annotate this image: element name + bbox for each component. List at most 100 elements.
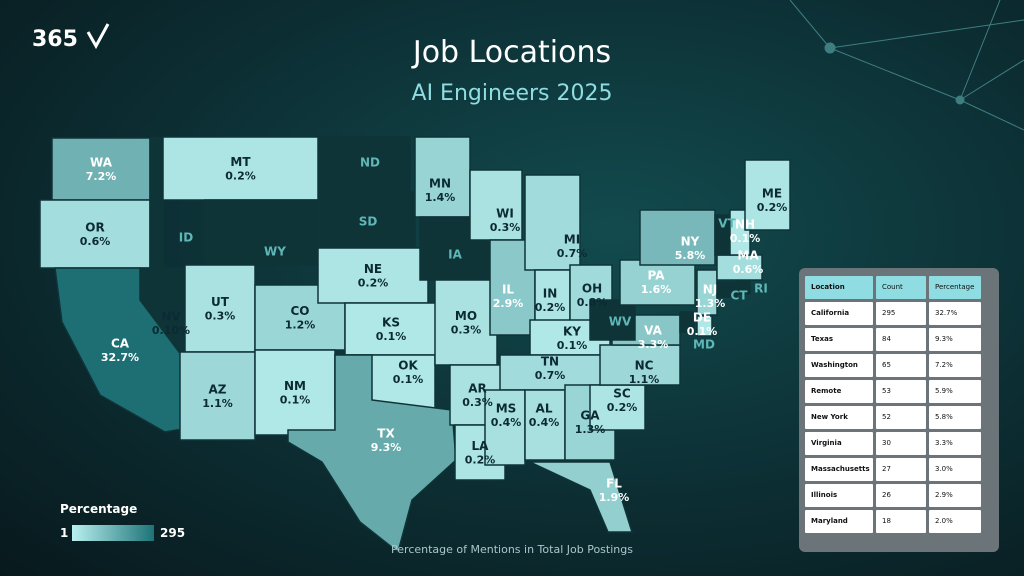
state-code: MA (737, 249, 759, 263)
state-code: AL (536, 402, 553, 416)
state-code: TN (541, 355, 559, 369)
table-cell: 26 (876, 484, 926, 507)
table-cell: 3.0% (929, 458, 981, 481)
state-value: 0.3% (490, 221, 521, 234)
legend-max: 295 (160, 526, 185, 540)
state-code: MN (429, 177, 451, 191)
state-code: LA (472, 439, 490, 453)
state (149, 137, 164, 269)
table-cell: 27 (876, 458, 926, 481)
table-row: Remote 53 5.9% (805, 380, 993, 403)
table-cell: 65 (876, 354, 926, 377)
state (679, 311, 695, 333)
state-code: IN (543, 287, 558, 301)
table-cell: 53 (876, 380, 926, 403)
state-value: 0.6% (80, 235, 111, 248)
state-code: NJ (703, 283, 718, 297)
state-value: 9.3% (371, 441, 402, 454)
state-value: 0.4% (529, 416, 560, 429)
state-value: 0.1% (557, 339, 588, 352)
state-code: MD (693, 338, 715, 352)
table-row: Location Count Percentage (805, 276, 993, 299)
table-cell: Texas (805, 328, 873, 351)
table-cell: 84 (876, 328, 926, 351)
state-code: TX (377, 427, 395, 441)
decoration (789, 0, 1024, 131)
table-cell: Location (805, 276, 873, 299)
state-code: KS (382, 316, 400, 330)
logo-mark (86, 23, 110, 50)
table-row: New York 52 5.8% (805, 406, 993, 429)
state-value: 0.3% (451, 324, 482, 337)
state-code: SD (359, 215, 378, 229)
state-value: 0.8% (577, 296, 608, 309)
legend-gradient (72, 525, 154, 541)
state-value: 0.2% (607, 401, 638, 414)
state-value: 0.2% (225, 170, 256, 183)
table-cell: 295 (876, 302, 926, 325)
table-cell: Remote (805, 380, 873, 403)
state-code: DE (693, 311, 711, 325)
subtitle: AI Engineers 2025 (412, 81, 613, 106)
state-value: 0.4% (491, 416, 522, 429)
table-cell: 2.9% (929, 484, 981, 507)
table-cell: Virginia (805, 432, 873, 455)
state-code: OH (582, 282, 602, 296)
state-value: 0.7% (535, 369, 566, 382)
state-code: WY (264, 245, 286, 259)
table-cell: Percentage (929, 276, 981, 299)
state-value: 2.9% (493, 297, 524, 310)
state-code: ID (179, 231, 193, 245)
table-cell: 3.3% (929, 432, 981, 455)
state-code: UT (211, 295, 230, 309)
state-value: 0.2% (465, 454, 496, 467)
table-row: Texas 84 9.3% (805, 328, 993, 351)
state (696, 315, 713, 337)
state-code: ND (360, 156, 380, 170)
table-cell: 5.8% (929, 406, 981, 429)
state-value: 1.6% (641, 283, 672, 296)
state-code: IA (448, 248, 462, 262)
table-row: Massachusetts 27 3.0% (805, 458, 993, 481)
state (696, 269, 718, 316)
state-code: WA (90, 156, 113, 170)
state-value: 1.4% (425, 191, 456, 204)
state-code: PA (648, 269, 666, 283)
table-row: California 295 32.7% (805, 302, 993, 325)
state-value: 5.8% (675, 249, 706, 262)
state-code: OR (85, 221, 104, 235)
state-code: AR (468, 382, 487, 396)
state-code: IL (502, 283, 514, 297)
table-cell: 52 (876, 406, 926, 429)
state (716, 281, 738, 298)
state-code: NH (735, 218, 755, 232)
us-map: WA7.2%OR0.6%NV0.10%CA32.7%IDMT0.2%WYUT0.… (39, 136, 791, 554)
logo: 365 (32, 27, 78, 52)
table-cell: 5.9% (929, 380, 981, 403)
state-code: NE (364, 262, 382, 276)
state-code: CO (290, 304, 309, 318)
state-code: NM (284, 379, 306, 393)
state-code: MO (455, 309, 477, 323)
state-value: 0.3% (462, 396, 493, 409)
state-code: SC (613, 387, 631, 401)
state-value: 0.2% (535, 301, 566, 314)
state (484, 389, 526, 466)
state-value: 0.1% (687, 325, 718, 338)
state-code: GA (580, 409, 600, 423)
state-code: VT (718, 217, 736, 231)
state (204, 199, 319, 266)
state-value: 0.10% (152, 324, 190, 337)
state-value: 3.3% (638, 338, 669, 351)
state-value: 0.7% (557, 247, 588, 260)
state-code: CT (731, 289, 749, 303)
table-cell: 18 (876, 510, 926, 533)
state-code: VA (644, 324, 662, 338)
state-code: ME (762, 187, 782, 201)
state (529, 461, 634, 533)
state-code: MT (230, 155, 251, 169)
state-value: 0.6% (733, 263, 764, 276)
table-row: Virginia 30 3.3% (805, 432, 993, 455)
state-value: 1.1% (202, 397, 233, 410)
state-value: 1.9% (599, 491, 630, 504)
